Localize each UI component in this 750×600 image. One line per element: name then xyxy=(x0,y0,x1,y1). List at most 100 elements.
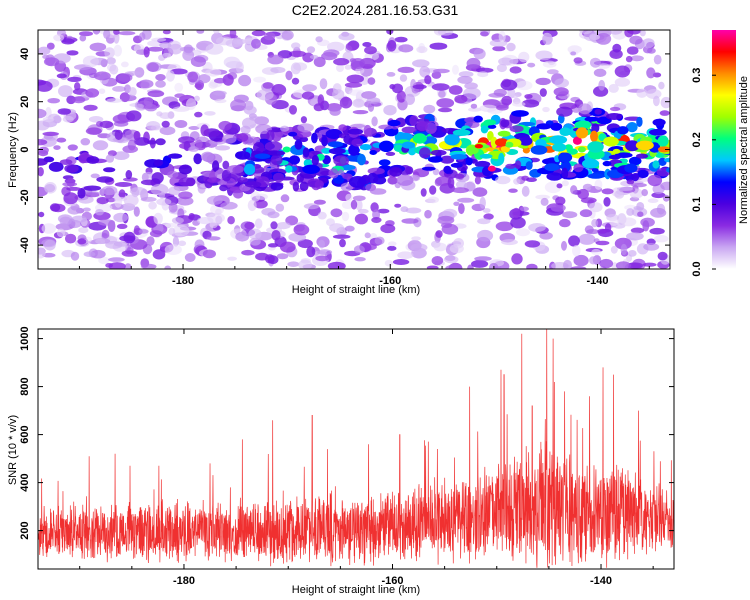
spectrogram-cell xyxy=(601,188,614,195)
spectrogram-cell xyxy=(306,246,316,258)
spectrogram-cell xyxy=(306,46,316,54)
spectrogram-cell xyxy=(313,56,326,68)
spectrogram-cell xyxy=(253,142,265,154)
spectrogram-cell xyxy=(591,168,599,173)
spectrogram-cell xyxy=(300,116,307,124)
spectrogram-cell xyxy=(520,206,529,212)
spectrogram-cell xyxy=(593,86,609,97)
spectrogram-cell xyxy=(473,48,486,60)
spectrogram-cell xyxy=(354,257,366,262)
spectrogram-cell xyxy=(498,57,514,66)
spectrogram-cell xyxy=(563,259,572,269)
spectrogram-cell xyxy=(254,218,263,229)
spectrogram-cell xyxy=(626,179,635,185)
spectrogram-cell xyxy=(371,116,378,127)
spectrogram-cell xyxy=(355,199,363,211)
spectrogram-cell xyxy=(332,89,345,100)
spectrogram-cell xyxy=(348,144,360,156)
spectrogram-cell xyxy=(574,120,592,129)
spectrogram-cell xyxy=(229,30,237,39)
spectrogram-peak xyxy=(505,141,514,148)
spectrogram-cell xyxy=(624,204,637,211)
spectrogram-cell xyxy=(222,74,234,86)
spectrogram-cell xyxy=(194,111,203,118)
spectrogram-cell xyxy=(249,237,261,246)
spectrogram-cell xyxy=(303,203,320,210)
spectrogram-cell xyxy=(643,243,660,251)
spectrogram-cell xyxy=(556,183,563,189)
spectrogram-cell xyxy=(377,208,390,214)
spectrogram-cell xyxy=(38,120,50,131)
spectrogram-cell xyxy=(389,167,403,177)
spectrogram-cell xyxy=(196,30,205,34)
spectrogram-cell xyxy=(612,43,622,53)
spectrogram-cell xyxy=(38,80,53,92)
spectrogram-cell xyxy=(427,196,439,204)
spectrogram-cell xyxy=(405,207,422,214)
spectrogram-cell xyxy=(156,111,163,117)
spectrogram-cell xyxy=(291,77,300,85)
x-tick-label: -140 xyxy=(590,575,612,587)
spectrogram-cell xyxy=(285,70,293,81)
spectrogram-cell xyxy=(317,249,333,255)
spectrogram-cell xyxy=(423,104,436,114)
spectrogram-cell xyxy=(101,229,110,239)
spectrogram-cell xyxy=(341,211,350,222)
spectrogram-cell xyxy=(65,233,77,244)
spectrogram-cell xyxy=(526,263,538,269)
spectrogram-cell xyxy=(298,259,312,269)
spectrogram-cell xyxy=(509,66,522,74)
spectrogram-cell xyxy=(544,163,560,172)
spectrogram-cell xyxy=(271,230,281,241)
spectrogram-cell xyxy=(374,236,385,245)
spectrogram-cell xyxy=(147,62,159,72)
spectrogram-cell xyxy=(378,140,394,152)
spectrogram-cell xyxy=(344,64,352,70)
spectrogram-cell xyxy=(153,212,163,225)
spectrogram-cell xyxy=(48,161,64,172)
spectrogram-cell xyxy=(279,241,296,253)
spectrogram-cell xyxy=(213,30,220,34)
spectrogram-cell xyxy=(384,259,394,267)
spectrogram-cell xyxy=(631,173,640,182)
spectrogram-cell xyxy=(72,96,86,104)
spectrogram-cell xyxy=(49,203,61,212)
spectrogram-cell xyxy=(524,94,533,99)
spectrogram-cell xyxy=(346,74,364,84)
spectrogram-cell xyxy=(280,125,290,132)
spectrogram-cell xyxy=(41,223,57,234)
y-tick-label: 200 xyxy=(19,521,31,539)
spectrogram-cell xyxy=(99,120,114,129)
spectrogram-cell xyxy=(605,113,623,120)
spectrogram-cell xyxy=(639,30,646,37)
y-tick-label: 20 xyxy=(19,96,31,108)
spectrogram-cell xyxy=(477,71,489,78)
spectrogram-cell xyxy=(352,110,369,115)
spectrogram-cell xyxy=(341,201,354,209)
spectrogram-cell xyxy=(290,62,301,75)
spectrogram-cell xyxy=(394,203,402,208)
spectrogram-cell xyxy=(270,66,286,74)
spectrogram-cell xyxy=(487,124,497,129)
spectrogram-cell xyxy=(412,84,427,90)
snr-y-ticks: 200 400 600 800 1000 xyxy=(19,326,674,540)
spectrogram-cell xyxy=(319,78,328,90)
spectrogram-cell xyxy=(244,221,255,230)
spectrogram-cell xyxy=(594,179,603,190)
spectrogram-cell xyxy=(222,160,230,170)
spectrogram-cell xyxy=(133,130,141,141)
spectrogram-cell xyxy=(329,107,341,116)
spectrogram-cell xyxy=(223,56,241,68)
spectrogram-cell xyxy=(521,99,540,108)
spectrogram-cell xyxy=(108,257,125,262)
spectrogram-cell xyxy=(121,250,138,257)
spectrogram-cell xyxy=(178,177,196,187)
spectrogram-cell xyxy=(649,128,667,136)
spectrogram-cell xyxy=(301,91,315,100)
spectrogram-cell xyxy=(122,177,138,182)
spectrogram-cell xyxy=(397,251,414,259)
spectrogram-cell xyxy=(114,196,123,208)
spectrogram-cell xyxy=(559,218,571,228)
spectrogram-cell xyxy=(370,188,387,195)
spectrogram-cell xyxy=(333,58,350,66)
